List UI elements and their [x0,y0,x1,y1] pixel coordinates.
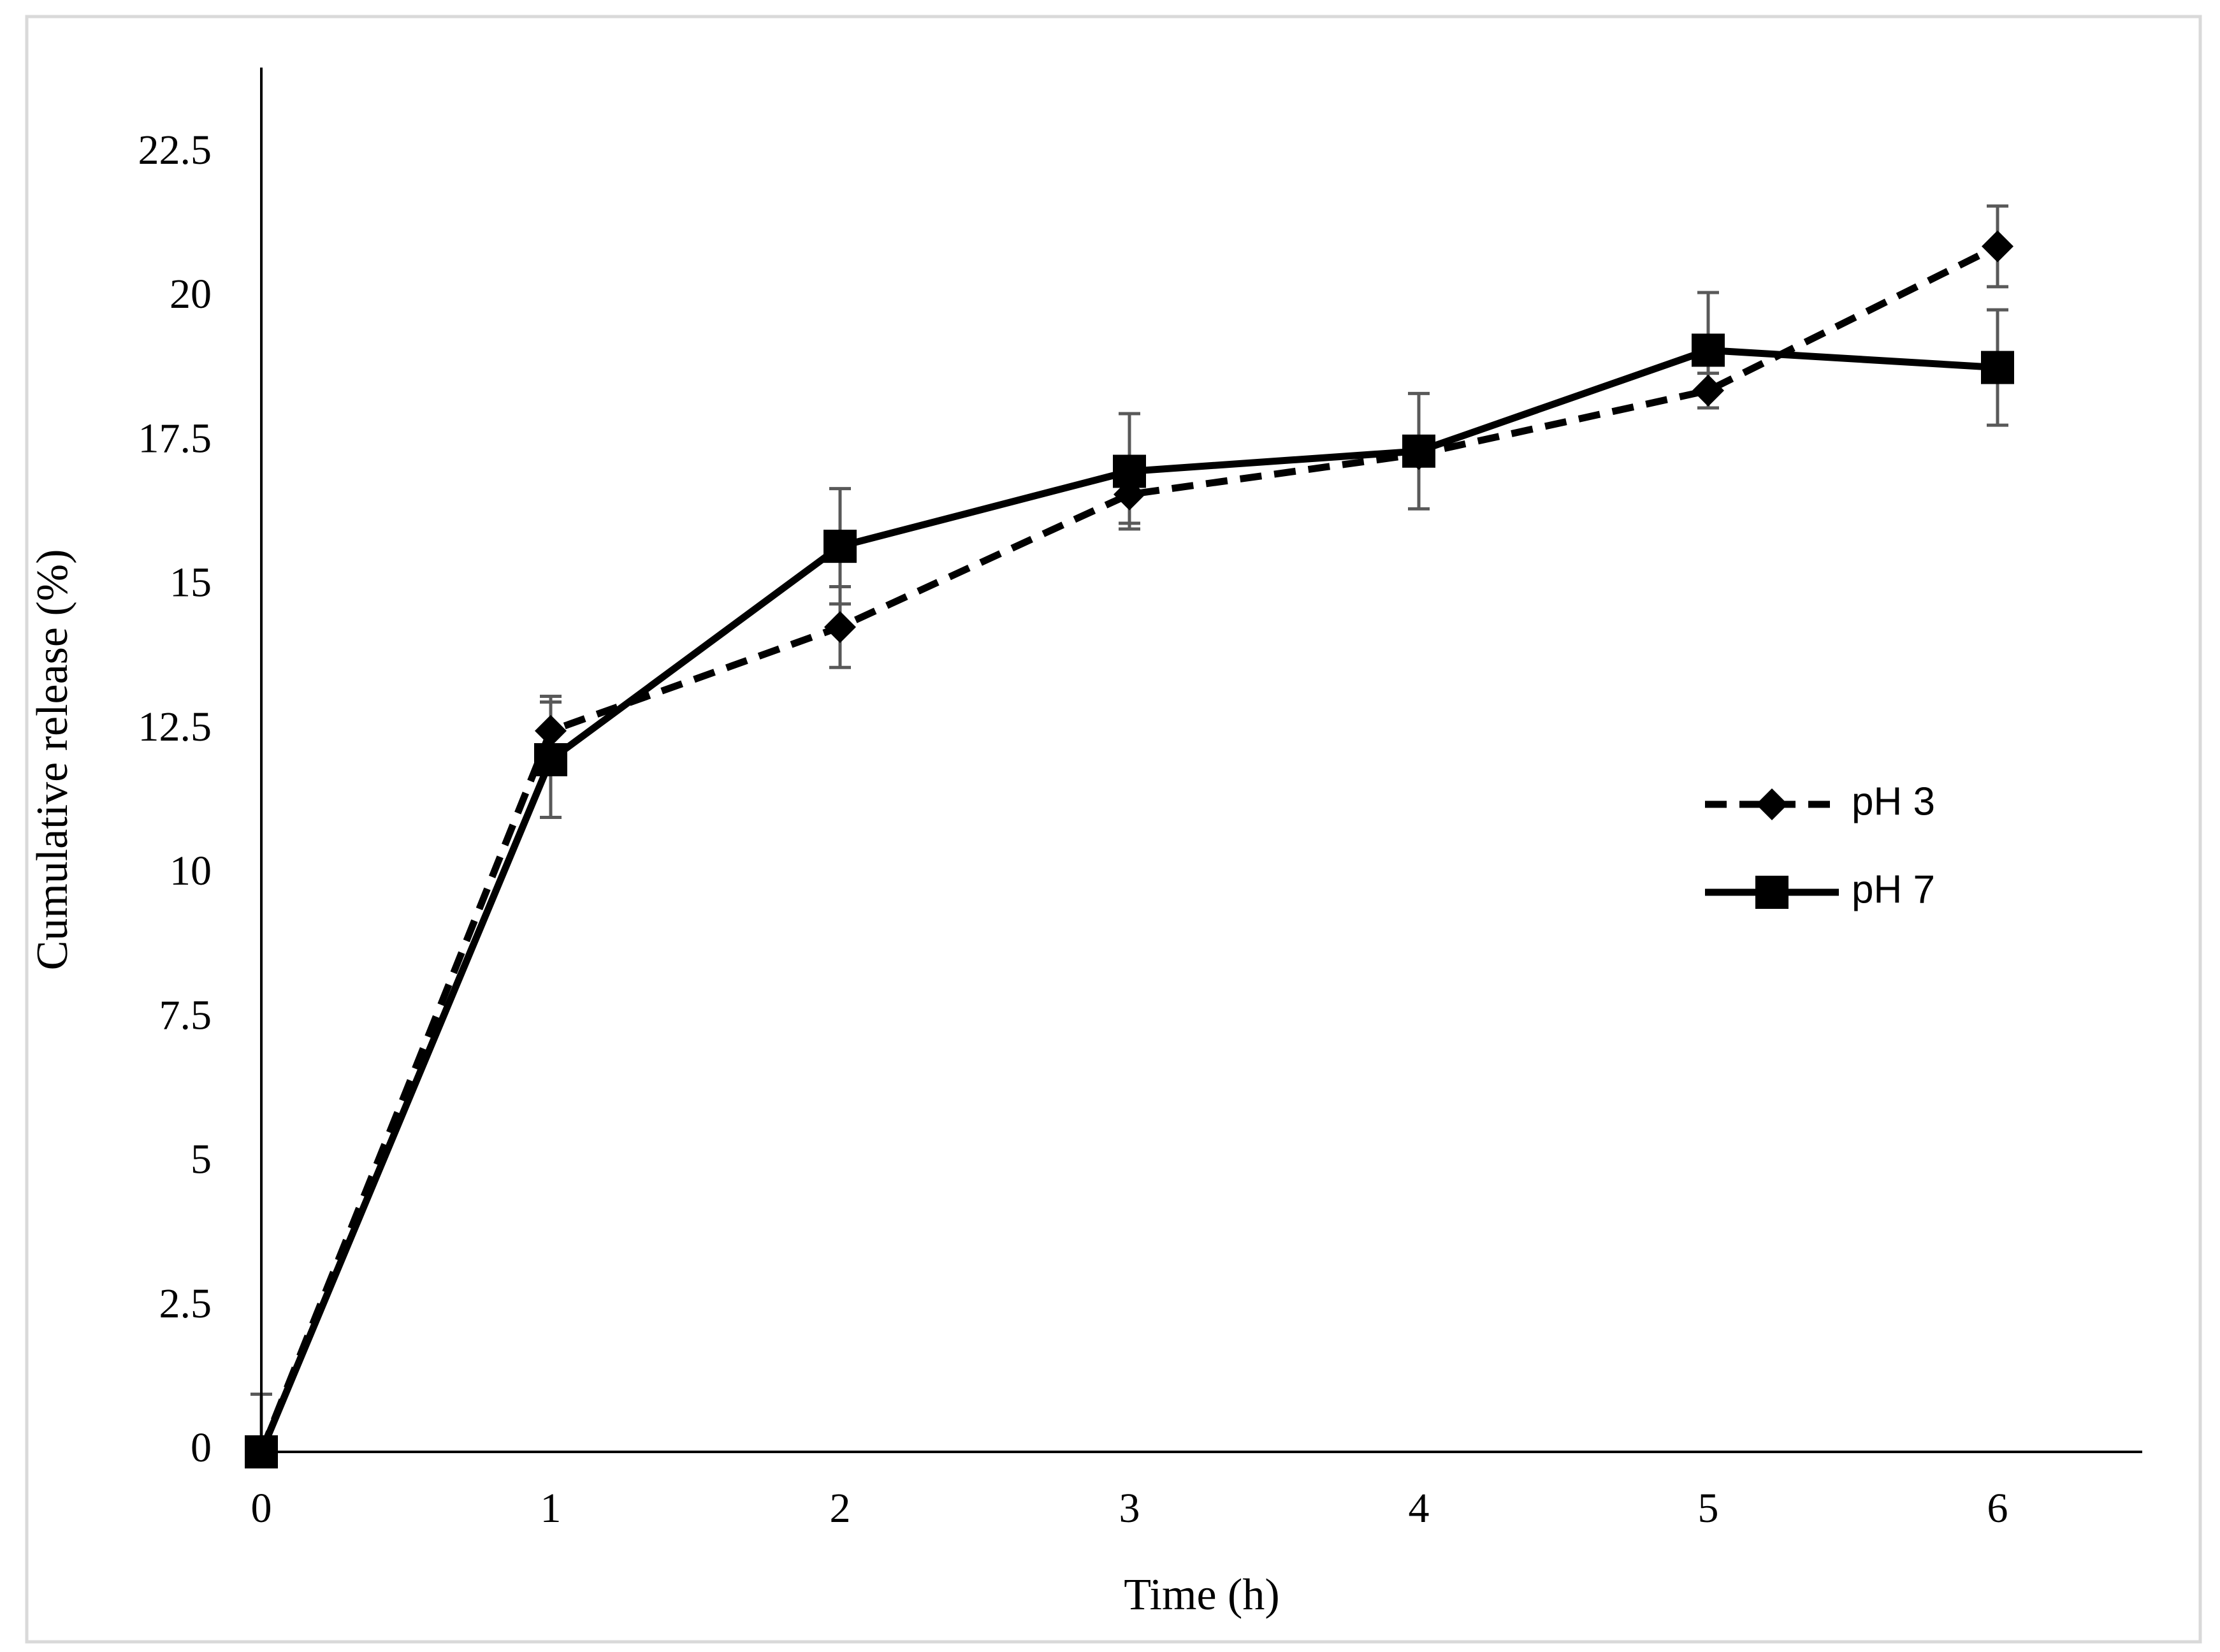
x-tick-label: 2 [830,1485,851,1532]
diamond-marker [1982,230,2013,263]
y-tick-labels: 0 2.5 5 7.5 10 12.5 15 17.5 20 22.5 [138,127,212,1471]
x-tick-label: 4 [1409,1485,1430,1532]
diamond-marker [824,611,856,643]
square-marker [245,1435,278,1468]
square-marker [1981,351,2014,384]
diamond-marker [1756,788,1788,820]
y-axis-title: Cumulative release (%) [28,549,77,971]
diamond-marker [535,714,567,747]
legend-label: pH 7 [1852,867,1935,911]
x-tick-label: 6 [1987,1485,2008,1532]
x-tick-label: 3 [1119,1485,1140,1532]
square-marker [1113,454,1146,488]
y-tick-label: 2.5 [159,1280,212,1327]
x-tick-label: 0 [251,1485,272,1532]
axes [260,68,2142,1453]
x-tick-label: 1 [540,1485,562,1532]
y-tick-label: 17.5 [138,415,212,461]
y-tick-label: 5 [191,1136,212,1183]
square-marker [1402,434,1435,468]
diamond-marker [1692,374,1724,407]
square-marker [823,530,857,563]
x-tick-label: 5 [1698,1485,1719,1532]
chart-border [25,15,2202,1644]
y-tick-label: 7.5 [159,992,212,1038]
legend-item: pH 7 [1705,867,1935,911]
square-marker [1692,333,1725,367]
legend-item: pH 3 [1705,779,1935,823]
x-axis-title: Time (h) [1124,1570,1279,1619]
legend-label: pH 3 [1852,779,1935,823]
series-markers [245,230,2014,1468]
square-marker [1755,876,1788,909]
y-tick-label: 20 [170,271,212,317]
y-tick-label: 22.5 [138,127,212,173]
square-marker [534,743,567,776]
y-tick-label: 12.5 [138,704,212,750]
y-tick-label: 0 [191,1424,212,1471]
y-tick-label: 10 [170,848,212,894]
legend: pH 3 pH 7 [1705,779,1935,911]
y-tick-label: 15 [170,560,212,606]
x-tick-labels: 0 1 2 3 4 5 6 [251,1485,2008,1532]
